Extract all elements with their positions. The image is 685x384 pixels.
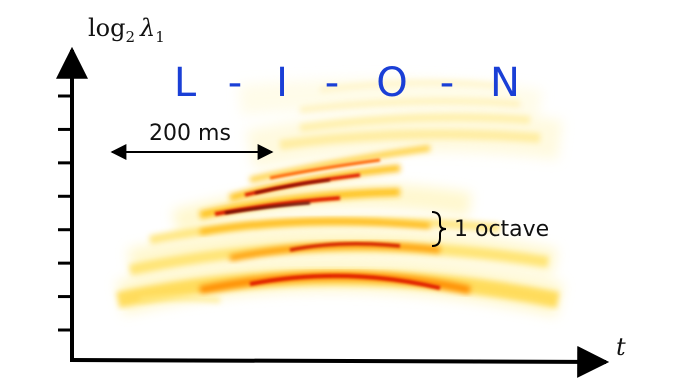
harmonic-band-4 — [199, 188, 401, 219]
y-axis-label: log2 λ1 — [88, 14, 165, 46]
y-axis-ticks — [58, 94, 73, 332]
harmonic-band-6 — [249, 145, 431, 183]
y-axis-label-base: 2 — [126, 28, 136, 46]
word-letter: N — [490, 60, 520, 106]
duration-label: 200 ms — [149, 121, 231, 146]
harmonic-band-1 — [116, 269, 560, 308]
harmonic-band-3 — [149, 216, 501, 245]
spoken-word: L - I - O - N — [174, 60, 520, 106]
upper-texture — [139, 79, 541, 303]
axes — [56, 46, 610, 378]
word-letter: L — [174, 60, 197, 106]
harmonic-band-2 — [128, 241, 549, 276]
harmonic-band-5 — [229, 164, 401, 202]
scalogram-heatmap — [116, 78, 564, 317]
y-axis-label-log: log — [88, 14, 126, 42]
octave-brace — [431, 211, 447, 247]
word-separator: - — [440, 60, 454, 106]
word-letter: O — [376, 60, 407, 106]
octave-label: 1 octave — [454, 217, 549, 242]
octave-annotation: 1 octave — [431, 211, 549, 247]
x-axis-line — [69, 345, 610, 378]
y-axis-label-lambda: λ — [139, 14, 155, 42]
word-letter: I — [276, 60, 288, 106]
word-separator: - — [325, 60, 339, 106]
y-axis-label-lambda-index: 1 — [155, 28, 165, 46]
duration-annotation: 200 ms — [110, 121, 274, 160]
word-separator: - — [228, 60, 242, 106]
x-axis-label: t — [616, 333, 626, 361]
